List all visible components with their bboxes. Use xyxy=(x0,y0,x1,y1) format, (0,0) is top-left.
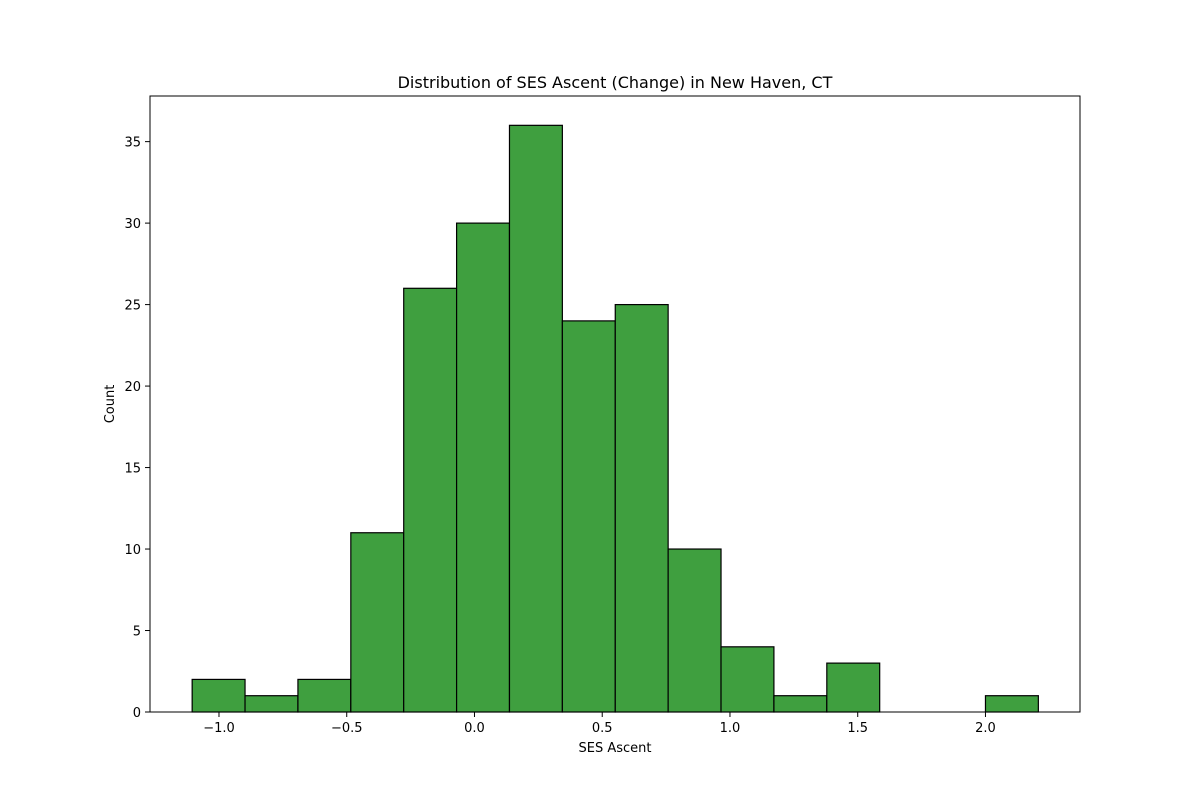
histogram-bar xyxy=(191,678,246,713)
x-tick-label: −1.0 xyxy=(203,721,235,736)
y-tick-label: 15 xyxy=(124,462,141,477)
bars-group xyxy=(191,124,1039,713)
histogram-bar xyxy=(350,532,405,713)
histogram-bar xyxy=(773,695,828,713)
histogram-bar xyxy=(667,548,722,713)
histogram-bar xyxy=(826,662,881,713)
y-tick-label: 30 xyxy=(124,217,141,232)
x-tick-label: 1.0 xyxy=(720,721,741,736)
histogram-bar xyxy=(455,222,511,713)
x-axis-title: SES Ascent xyxy=(579,741,652,756)
histogram-bar xyxy=(244,695,299,713)
y-tick-label: 0 xyxy=(133,706,141,721)
histogram-bar xyxy=(508,124,563,713)
x-tick-label: 0.0 xyxy=(464,721,485,736)
histogram-bar xyxy=(614,303,669,713)
plot-frame xyxy=(149,95,1081,713)
y-tick-label: 35 xyxy=(124,136,141,151)
x-tick-label: 1.5 xyxy=(847,721,868,736)
y-axis-title: Count xyxy=(103,385,118,424)
histogram-bar xyxy=(403,287,458,713)
y-tick-label: 25 xyxy=(124,299,141,314)
x-tick-label: −0.5 xyxy=(331,721,363,736)
y-tick-label: 20 xyxy=(124,380,141,395)
chart-title: Distribution of SES Ascent (Change) in N… xyxy=(398,73,833,92)
y-axis-ticks: 0 5 10 15 20 25 30 35 xyxy=(124,136,150,721)
y-tick-label: 10 xyxy=(124,543,141,558)
histogram-bar xyxy=(561,320,616,713)
y-tick-label: 5 xyxy=(133,625,141,640)
histogram-bar xyxy=(297,678,352,713)
x-tick-label: 2.0 xyxy=(975,721,996,736)
histogram-bar xyxy=(984,695,1039,713)
x-axis-ticks: −1.0 −0.5 0.0 0.5 1.0 1.5 2.0 xyxy=(203,712,996,736)
histogram-bar xyxy=(720,646,775,713)
x-tick-label: 0.5 xyxy=(592,721,613,736)
